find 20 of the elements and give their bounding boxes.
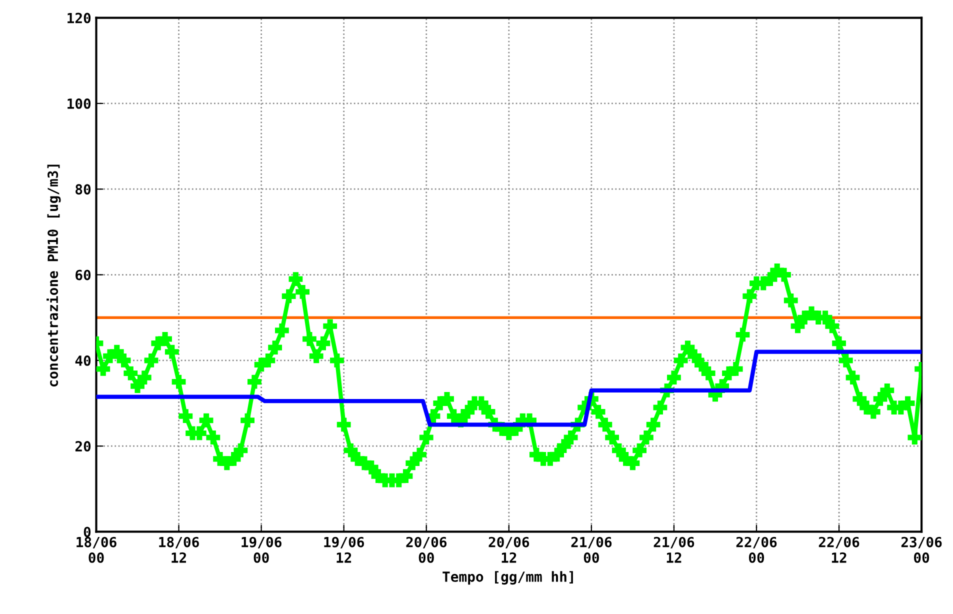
y-tick-label: 100 bbox=[68, 98, 91, 109]
x-tick-label: 19/06 12 bbox=[324, 536, 364, 563]
y-tick-label: 0 bbox=[84, 526, 91, 538]
x-tick-label: 19/06 00 bbox=[242, 536, 282, 563]
x-tick-label: 21/06 00 bbox=[571, 536, 612, 563]
x-tick-label: 22/06 00 bbox=[736, 536, 777, 563]
x-tick-label: 18/06 12 bbox=[159, 536, 199, 563]
x-tick-label: 23/06 00 bbox=[901, 536, 942, 563]
x-axis-title: Tempo [gg/mm hh] bbox=[442, 571, 573, 585]
y-tick-label: 60 bbox=[76, 270, 91, 280]
x-tick-label: 22/06 12 bbox=[818, 536, 860, 563]
y-tick-label: 120 bbox=[68, 12, 91, 24]
x-tick-label: 20/06 12 bbox=[488, 536, 530, 563]
y-tick-label: 80 bbox=[76, 184, 91, 195]
x-tick-label: 21/06 12 bbox=[654, 536, 694, 563]
y-axis-title: concentrazione PM10 [ug/m3] bbox=[46, 164, 61, 387]
y-tick-label: 40 bbox=[75, 355, 91, 366]
x-tick-label: 18/06 00 bbox=[76, 536, 116, 563]
x-tick-label: 20/06 00 bbox=[406, 536, 447, 563]
y-tick-label: 20 bbox=[75, 441, 91, 452]
